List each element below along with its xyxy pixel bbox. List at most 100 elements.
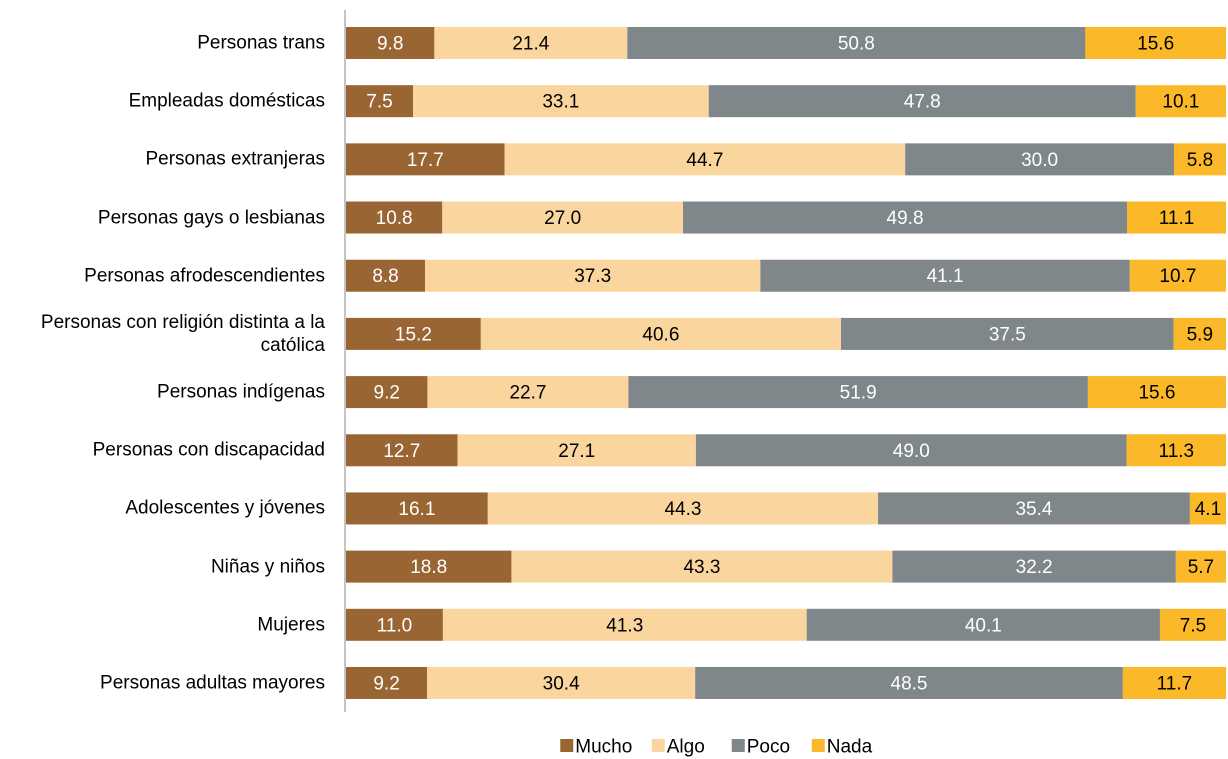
data-label: 40.6: [642, 324, 679, 345]
data-label: 40.1: [965, 615, 1002, 636]
legend-label: Mucho: [575, 737, 632, 758]
data-label: 22.7: [509, 383, 546, 404]
bar-segment: [346, 143, 505, 176]
bar-segment: [1173, 317, 1226, 350]
bar-segment: [346, 201, 443, 234]
data-label: 21.4: [512, 34, 549, 55]
data-label: 48.5: [891, 673, 928, 694]
data-label: 12.7: [383, 441, 420, 462]
bar-segment: [760, 259, 1130, 292]
bar-segment: [1087, 376, 1226, 409]
bar-segment: [346, 259, 426, 292]
legend-swatch: [651, 739, 665, 752]
bar-segment: [1127, 201, 1226, 234]
data-label: 30.0: [1021, 150, 1058, 171]
bar-segment: [346, 85, 414, 118]
category-label: Personas indígenas: [157, 381, 325, 403]
legend-label: Nada: [827, 737, 873, 758]
bar-segment: [346, 376, 428, 409]
bar-segment: [1175, 550, 1226, 583]
data-label: 15.6: [1138, 383, 1175, 404]
bar-segment: [892, 550, 1176, 583]
bar-segment: [1159, 608, 1226, 641]
bar-segment: [442, 201, 684, 234]
bar-segment: [480, 317, 841, 350]
data-label: 49.8: [887, 208, 924, 229]
data-label: 18.8: [410, 557, 447, 578]
category-label: Personas trans: [197, 32, 325, 54]
bar-segment: [1085, 27, 1226, 59]
bar-segment: [457, 434, 696, 467]
bar-segment: [413, 85, 709, 118]
bar-segment: [442, 608, 807, 641]
data-label: 8.8: [372, 266, 398, 287]
bar-segment: [511, 550, 893, 583]
data-label: 41.3: [606, 615, 643, 636]
bar-segment: [806, 608, 1160, 641]
bar-segment: [1126, 434, 1226, 467]
bar-segment: [1122, 666, 1226, 699]
data-label: 5.9: [1187, 324, 1213, 345]
category-label: Personas con religión distinta a la cató…: [40, 311, 325, 356]
category-label: Mujeres: [257, 614, 325, 636]
bar-segment: [487, 492, 879, 525]
data-label: 7.5: [1180, 615, 1206, 636]
bar-segment: [504, 143, 906, 176]
data-label: 27.1: [558, 441, 595, 462]
data-label: 7.5: [366, 92, 392, 113]
bar-segment: [346, 550, 512, 583]
data-label: 37.3: [574, 266, 611, 287]
data-label: 10.8: [376, 208, 413, 229]
data-label: 33.1: [542, 92, 579, 113]
bar-segment: [425, 259, 761, 292]
category-label: Personas gays o lesbianas: [97, 207, 325, 229]
category-label: Personas afrodescendientes: [84, 265, 325, 287]
legend-label: Poco: [747, 737, 790, 758]
bar-segment: [708, 85, 1136, 118]
bar-segment: [841, 317, 1174, 350]
bar-segment: [434, 27, 628, 59]
legend-swatch: [560, 739, 574, 752]
data-label: 44.3: [664, 499, 701, 520]
data-label: 47.8: [904, 92, 941, 113]
data-label: 16.1: [398, 499, 435, 520]
data-label: 30.4: [543, 673, 580, 694]
category-label: Empleadas domésticas: [128, 90, 325, 112]
data-label: 11.3: [1159, 441, 1195, 462]
data-label: 50.8: [838, 34, 875, 55]
data-label: 32.2: [1016, 557, 1053, 578]
bar-segment: [1189, 492, 1226, 525]
bar-segment: [695, 666, 1123, 699]
bar-segment: [1135, 85, 1226, 118]
category-label: Personas extranjeras: [145, 148, 325, 170]
data-label: 11.7: [1157, 673, 1193, 694]
category-label: Adolescentes y jóvenes: [125, 497, 325, 519]
bar-segment: [427, 376, 629, 409]
data-label: 44.7: [686, 150, 723, 171]
data-label: 11.0: [377, 615, 413, 636]
data-label: 9.2: [373, 673, 399, 694]
data-label: 10.1: [1162, 92, 1199, 113]
category-label: Personas adultas mayores: [100, 672, 325, 694]
bar-segment: [346, 492, 488, 525]
data-label: 5.8: [1187, 150, 1213, 171]
data-label: 9.2: [374, 383, 400, 404]
data-label: 27.0: [544, 208, 581, 229]
data-label: 51.9: [840, 383, 877, 404]
data-label: 37.5: [989, 324, 1026, 345]
bar-segment: [878, 492, 1190, 525]
data-label: 35.4: [1015, 499, 1052, 520]
bar-segment: [346, 27, 435, 59]
bar-segment: [627, 27, 1086, 59]
bar-segment: [683, 201, 1128, 234]
bar-segment: [695, 434, 1127, 467]
bar-segment: [346, 666, 428, 699]
bar-segment: [346, 317, 481, 350]
data-label: 9.8: [377, 34, 403, 55]
bar-segment: [905, 143, 1175, 176]
legend-swatch: [811, 739, 825, 752]
data-label: 17.7: [407, 150, 444, 171]
data-label: 49.0: [893, 441, 930, 462]
data-label: 11.1: [1159, 208, 1195, 229]
